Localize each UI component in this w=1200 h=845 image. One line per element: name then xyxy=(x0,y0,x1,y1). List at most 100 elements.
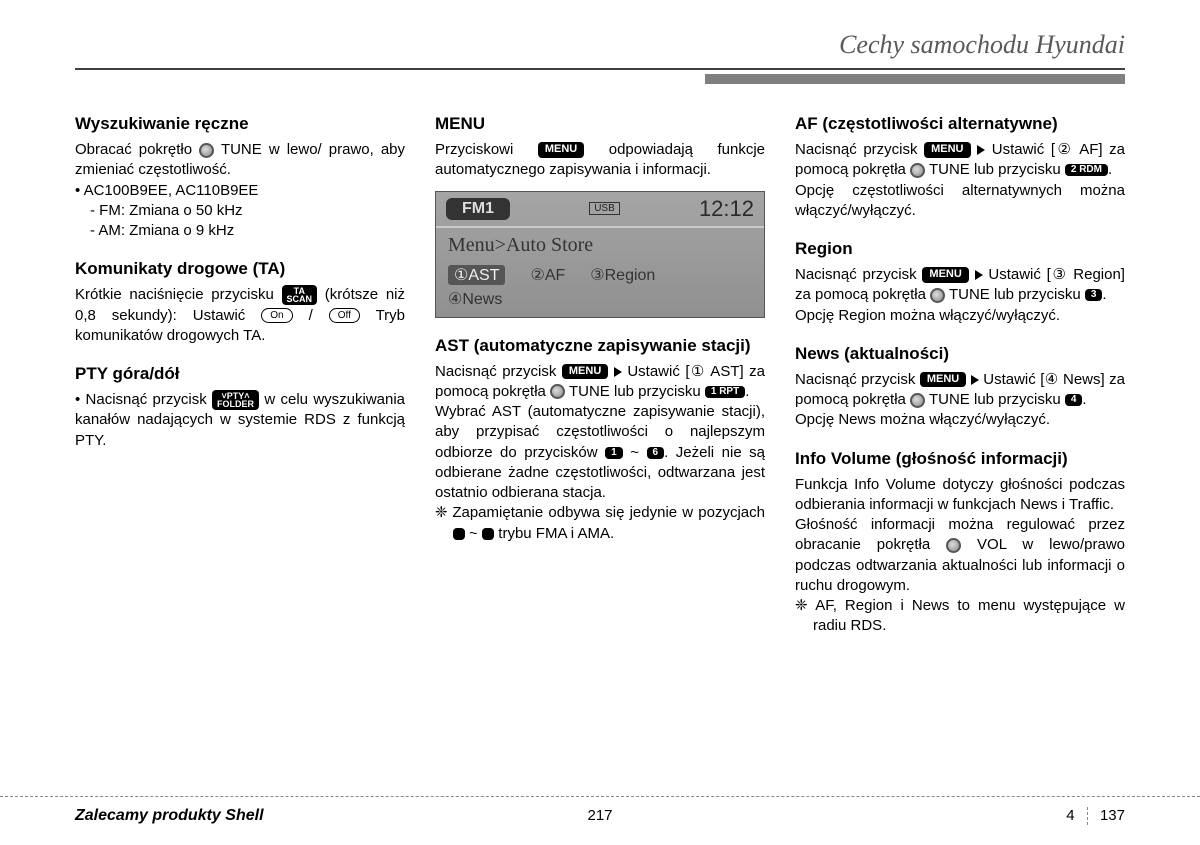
pty-title: PTY góra/dół xyxy=(75,364,405,384)
text: trybu FMA i AMA. xyxy=(498,525,614,542)
page-header: Cechy samochodu Hyundai xyxy=(75,30,1125,70)
ast-note: ❈ Zapamiętanie odbywa się jedynie w pozy… xyxy=(435,503,765,544)
arrow-right-icon xyxy=(971,375,979,385)
column-2: MENU Przyciskowi MENU odpowiadają funkcj… xyxy=(435,114,765,637)
display-row-1: ①AST ②AF ③Region xyxy=(436,263,764,287)
footer-page-right: 4 137 xyxy=(1066,807,1125,825)
page-footer: Zalecamy produkty Shell 217 4 137 xyxy=(0,796,1200,825)
info-vol-note: ❈ AF, Region i News to menu występujące … xyxy=(795,596,1125,637)
display-breadcrumb: Menu>Auto Store xyxy=(436,228,764,263)
news-title: News (aktualności) xyxy=(795,344,1125,364)
list-item: - AM: Zmiana o 9 kHz xyxy=(75,221,405,241)
text: . xyxy=(1108,161,1112,178)
page-number: 137 xyxy=(1100,807,1125,824)
text: TUNE lub przycisku xyxy=(949,286,1081,303)
arrow-right-icon xyxy=(975,270,983,280)
tune-knob-icon xyxy=(550,384,565,399)
menu-button: MENU xyxy=(924,142,970,157)
note-mark-icon: ❈ xyxy=(435,505,452,521)
list-item: • AC100B9EE, AC110B9EE xyxy=(75,181,405,201)
region-title: Region xyxy=(795,239,1125,259)
preset-4-button: 4 xyxy=(1065,394,1083,406)
header-accent-bar xyxy=(705,74,1125,84)
tune-knob-icon xyxy=(930,288,945,303)
news-body: Nacisnąć przycisk MENU Ustawić [④ News] … xyxy=(795,370,1125,411)
column-3: AF (częstotliwości alternatywne) Nacisną… xyxy=(795,114,1125,637)
display-top-row: FM1 USB 12:12 xyxy=(436,192,764,228)
info-vol-body-2: Głośność informacji można regulować prze… xyxy=(795,515,1125,596)
rdm-button: 2 RDM xyxy=(1065,164,1108,176)
display-item-af: ②AF xyxy=(530,265,565,285)
text: / xyxy=(309,307,313,324)
manual-search-list: • AC100B9EE, AC110B9EE - FM: Zmiana o 50… xyxy=(75,181,405,242)
chapter-number: 4 xyxy=(1066,807,1074,824)
text: TUNE lub przycisku xyxy=(929,391,1061,408)
list-item: - FM: Zmiana o 50 kHz xyxy=(75,201,405,221)
off-pill: Off xyxy=(329,308,360,324)
content-columns: Wyszukiwanie ręczne Obracać pokrętło TUN… xyxy=(75,114,1125,637)
traffic-body: Krótkie naciśnięcie przycisku TASCAN (kr… xyxy=(75,285,405,346)
display-item-news: ④News xyxy=(448,289,502,309)
traffic-title: Komunikaty drogowe (TA) xyxy=(75,259,405,279)
ast-body-2: Wybrać AST (automatyczne zapisywanie sta… xyxy=(435,402,765,503)
menu-body: Przyciskowi MENU odpowiadają funkcje aut… xyxy=(435,140,765,181)
menu-button: MENU xyxy=(538,142,584,157)
footer-page-center: 217 xyxy=(587,807,612,824)
display-time: 12:12 xyxy=(699,196,754,222)
text: Nacisnąć przycisk xyxy=(795,266,917,283)
region-body: Nacisnąć przycisk MENU Ustawić [③ Region… xyxy=(795,265,1125,306)
preset-1-button: 1 xyxy=(453,528,465,540)
radio-display: FM1 USB 12:12 Menu>Auto Store ①AST ②AF ③… xyxy=(435,191,765,318)
text: ~ xyxy=(630,444,639,461)
manual-search-title: Wyszukiwanie ręczne xyxy=(75,114,405,134)
af-body: Nacisnąć przycisk MENU Ustawić [② AF] za… xyxy=(795,140,1125,181)
region-body-2: Opcję Region można włączyć/wyłączyć. xyxy=(795,306,1125,326)
tune-knob-icon xyxy=(910,163,925,178)
preset-1-button: 1 xyxy=(605,447,623,459)
manual-search-body: Obracać pokrętło TUNE w lewo/ prawo, aby… xyxy=(75,140,405,181)
ast-title: AST (automatyczne zapisywanie stacji) xyxy=(435,336,765,356)
text: Zapamiętanie odbywa się jedynie w pozycj… xyxy=(452,504,765,521)
text: . xyxy=(745,383,749,400)
pty-body: • Nacisnąć przycisk ˅PTY˄FOLDER w celu w… xyxy=(75,390,405,451)
rpt-button: 1 RPT xyxy=(705,386,745,398)
info-vol-body-1: Funkcja Info Volume dotyczy głośności po… xyxy=(795,475,1125,516)
text: . xyxy=(1102,286,1106,303)
tune-knob-icon xyxy=(199,143,214,158)
text: Nacisnąć przycisk xyxy=(435,363,556,380)
text: Nacisnąć przycisk xyxy=(795,371,915,388)
af-body-2: Opcję częstotliwości alternatywnych możn… xyxy=(795,181,1125,222)
menu-button: MENU xyxy=(920,372,966,387)
display-row-2: ④News xyxy=(436,287,764,317)
column-1: Wyszukiwanie ręczne Obracać pokrętło TUN… xyxy=(75,114,405,637)
menu-title: MENU xyxy=(435,114,765,134)
display-band: FM1 xyxy=(446,198,510,220)
preset-6-button: 6 xyxy=(482,528,494,540)
info-vol-title: Info Volume (głośność informacji) xyxy=(795,449,1125,469)
text: . xyxy=(1082,391,1086,408)
tune-knob-icon xyxy=(910,393,925,408)
menu-button: MENU xyxy=(562,364,608,379)
text: TUNE xyxy=(221,141,262,158)
text: Obracać pokrętło xyxy=(75,141,192,158)
display-item-region: ③Region xyxy=(590,265,655,285)
text: TUNE lub przycisku xyxy=(929,161,1061,178)
pty-folder-button: ˅PTY˄FOLDER xyxy=(212,390,259,410)
preset-6-button: 6 xyxy=(647,447,665,459)
note-mark-icon: ❈ xyxy=(795,598,815,614)
text: • Nacisnąć przycisk xyxy=(75,391,207,408)
arrow-right-icon xyxy=(614,367,622,377)
ast-body-1: Nacisnąć przycisk MENU Ustawić [① AST] z… xyxy=(435,362,765,403)
text: VOL xyxy=(977,536,1006,553)
display-item-ast: ①AST xyxy=(448,265,505,285)
footer-brand: Zalecamy produkty Shell xyxy=(75,807,264,825)
on-pill: On xyxy=(261,308,292,324)
text: Krótkie naciśnięcie przycisku xyxy=(75,286,274,303)
text: AF, Region i News to menu występujące w … xyxy=(813,597,1125,634)
preset-3-button: 3 xyxy=(1085,289,1103,301)
ta-scan-button: TASCAN xyxy=(282,285,318,305)
text: Nacisnąć przycisk xyxy=(795,141,917,158)
footer-separator xyxy=(1087,807,1088,825)
text: Przyciskowi xyxy=(435,141,513,158)
af-title: AF (częstotliwości alternatywne) xyxy=(795,114,1125,134)
